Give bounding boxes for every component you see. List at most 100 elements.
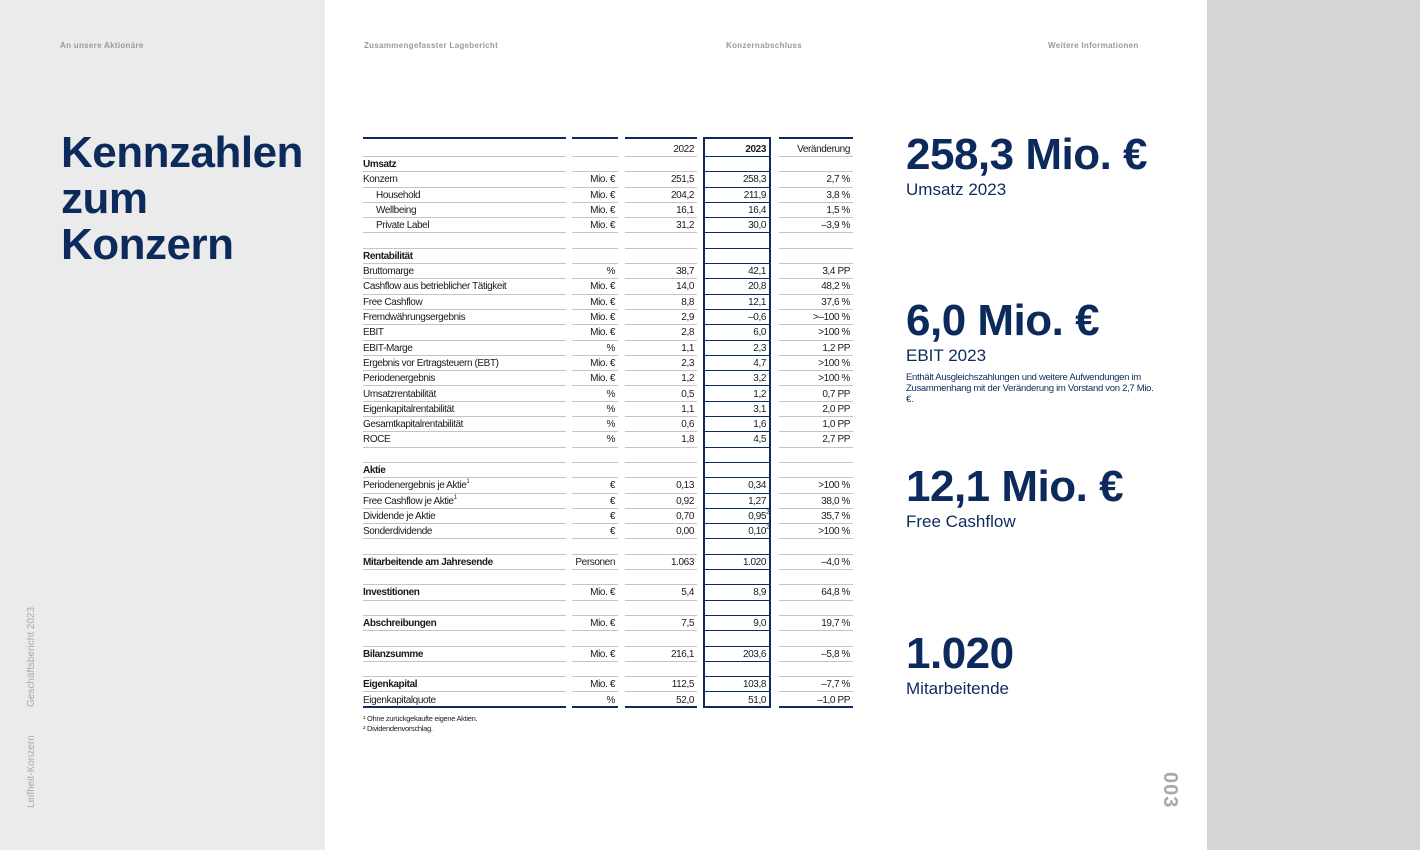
cell-text: –5,8 % xyxy=(821,648,850,660)
cell-text: Free Cashflow xyxy=(363,296,423,308)
cell-value-2022: 1,1 xyxy=(625,402,697,418)
cell-change: >100 % xyxy=(779,478,853,494)
nav-further-information[interactable]: Weitere Informationen xyxy=(1048,41,1139,50)
cell-text: 1,2 xyxy=(753,388,766,400)
cell-change: –7,7 % xyxy=(779,677,853,693)
cell-value-2022: 112,5 xyxy=(625,677,697,693)
cell-value-2022: 1,1 xyxy=(625,341,697,356)
cell-label: Dividende je Aktie xyxy=(363,509,566,525)
cell-unit: Mio. € xyxy=(572,172,618,188)
cell-text: % xyxy=(606,403,616,415)
cell-text: % xyxy=(606,694,616,706)
cell-value-2022 xyxy=(625,631,697,647)
cell-text: >100 % xyxy=(818,480,850,492)
cell-label: Eigenkapitalrentabilität xyxy=(363,402,566,418)
cell-label: EBIT-Marge xyxy=(363,341,566,356)
nav-management-report[interactable]: Zusammengefasster Lagebericht xyxy=(364,41,499,50)
kpi-employees: 1.020 Mitarbeitende xyxy=(906,632,1014,699)
cell-value-2022: 8,8 xyxy=(625,295,697,310)
cell-text: Personen xyxy=(575,556,615,568)
header-change: Veränderung xyxy=(779,137,853,157)
cell-text: Investitionen xyxy=(363,587,420,599)
cell-text: –0,6 xyxy=(748,312,766,323)
cell-text: Mio. € xyxy=(590,296,615,308)
cell-change: >100 % xyxy=(779,325,853,341)
cell-text: 1.063 xyxy=(670,556,694,568)
cell-text: >100 % xyxy=(818,373,850,385)
cell-text: 103,8 xyxy=(742,679,766,691)
cell-unit: Mio. € xyxy=(572,371,618,387)
cell-text: 251,5 xyxy=(670,174,694,186)
title-line: Konzern xyxy=(61,220,234,269)
cell-value-2022 xyxy=(625,540,697,555)
kpi-value: 6,0 Mio. € xyxy=(906,296,1100,345)
cell-unit: Mio. € xyxy=(572,647,618,662)
cell-label: Eigenkapitalquote xyxy=(363,693,566,708)
cell-label: EBIT xyxy=(363,325,566,341)
cell-text: 12,1 xyxy=(748,296,766,308)
cell-text: 1,8 xyxy=(681,434,694,446)
cell-change: 2,0 PP xyxy=(779,402,853,418)
cell-text: Mio. € xyxy=(590,189,615,201)
cell-text: >–100 % xyxy=(813,312,850,323)
cell-value-2023: 1.020 xyxy=(705,555,769,571)
cell-value-2022: 1,2 xyxy=(625,371,697,387)
cell-label: Umsatzrentabilität xyxy=(363,387,566,402)
cell-value-2023 xyxy=(705,662,769,678)
cell-text: 2,3 xyxy=(681,357,694,369)
cell-text: 3,4 PP xyxy=(822,266,850,278)
cell-value-2022 xyxy=(625,448,697,463)
cell-text: 1,1 xyxy=(681,342,694,354)
title-line: Kennzahlen xyxy=(61,128,303,177)
page-number: 003 xyxy=(1159,772,1181,809)
cell-unit: Mio. € xyxy=(572,585,618,601)
cell-text: Mio. € xyxy=(590,357,615,369)
cell-unit xyxy=(572,234,618,249)
cell-value-2023: 0,952 xyxy=(705,509,769,525)
cell-change: 1,5 % xyxy=(779,203,853,219)
cell-text: Mio. € xyxy=(590,587,615,599)
cell-text: 1,0 PP xyxy=(822,419,850,431)
cell-text: € xyxy=(609,510,616,522)
header-label xyxy=(363,137,566,157)
cell-value-2022: 38,7 xyxy=(625,264,697,280)
cell-label xyxy=(363,570,566,586)
cell-text: Rentabilität xyxy=(363,250,413,262)
title-line: zum xyxy=(61,174,148,223)
kpi-ebit: 6,0 Mio. € EBIT 2023 Enthält Ausgleichsz… xyxy=(906,296,1156,406)
cell-value-2023: 20,8 xyxy=(705,279,769,295)
col-change: Veränderung 2,7 % 3,8 % 1,5 % –3,9 % 3,4 PP 48… xyxy=(779,137,853,708)
cell-text: % xyxy=(606,419,616,431)
cell-text: Mio. € xyxy=(590,174,615,186)
cell-text: 64,8 % xyxy=(821,587,850,599)
cell-unit: % xyxy=(572,402,618,418)
cell-text: 38,0 % xyxy=(821,495,850,507)
cell-unit: Mio. € xyxy=(572,203,618,219)
cell-label xyxy=(363,662,566,678)
cell-text: 0,00 xyxy=(676,526,694,538)
cell-value-2022 xyxy=(625,601,697,616)
cell-value-2023 xyxy=(705,601,769,616)
kpi-free-cashflow: 12,1 Mio. € Free Cashflow xyxy=(906,465,1124,532)
cell-text: Aktie xyxy=(363,465,386,476)
cell-text: Mio. € xyxy=(590,281,615,293)
cell-label: Ergebnis vor Ertragsteuern (EBT) xyxy=(363,356,566,372)
cell-text: Eigenkapitalquote xyxy=(363,694,436,706)
cell-change: 2,7 PP xyxy=(779,432,853,448)
nav-financial-statements[interactable]: Konzernabschluss xyxy=(726,41,802,50)
cell-unit: Mio. € xyxy=(572,218,618,234)
cell-change: 37,6 % xyxy=(779,295,853,310)
cell-label: Eigenkapital xyxy=(363,677,566,693)
cell-text: EBIT-Marge xyxy=(363,342,413,354)
cell-text: Mio. € xyxy=(590,204,615,216)
cell-value-2022: 5,4 xyxy=(625,585,697,601)
cell-label: Rentabilität xyxy=(363,249,566,265)
cell-text: 0,70 xyxy=(676,510,694,522)
cell-unit xyxy=(572,157,618,173)
cell-text: 2,8 xyxy=(681,327,694,339)
kpi-value: 258,3 Mio. € xyxy=(906,130,1148,179)
cell-label xyxy=(363,540,566,555)
cell-text: –7,7 % xyxy=(821,679,850,691)
nav-shareholders[interactable]: An unsere Aktionäre xyxy=(60,41,144,50)
cell-value-2022: 0,70 xyxy=(625,509,697,525)
